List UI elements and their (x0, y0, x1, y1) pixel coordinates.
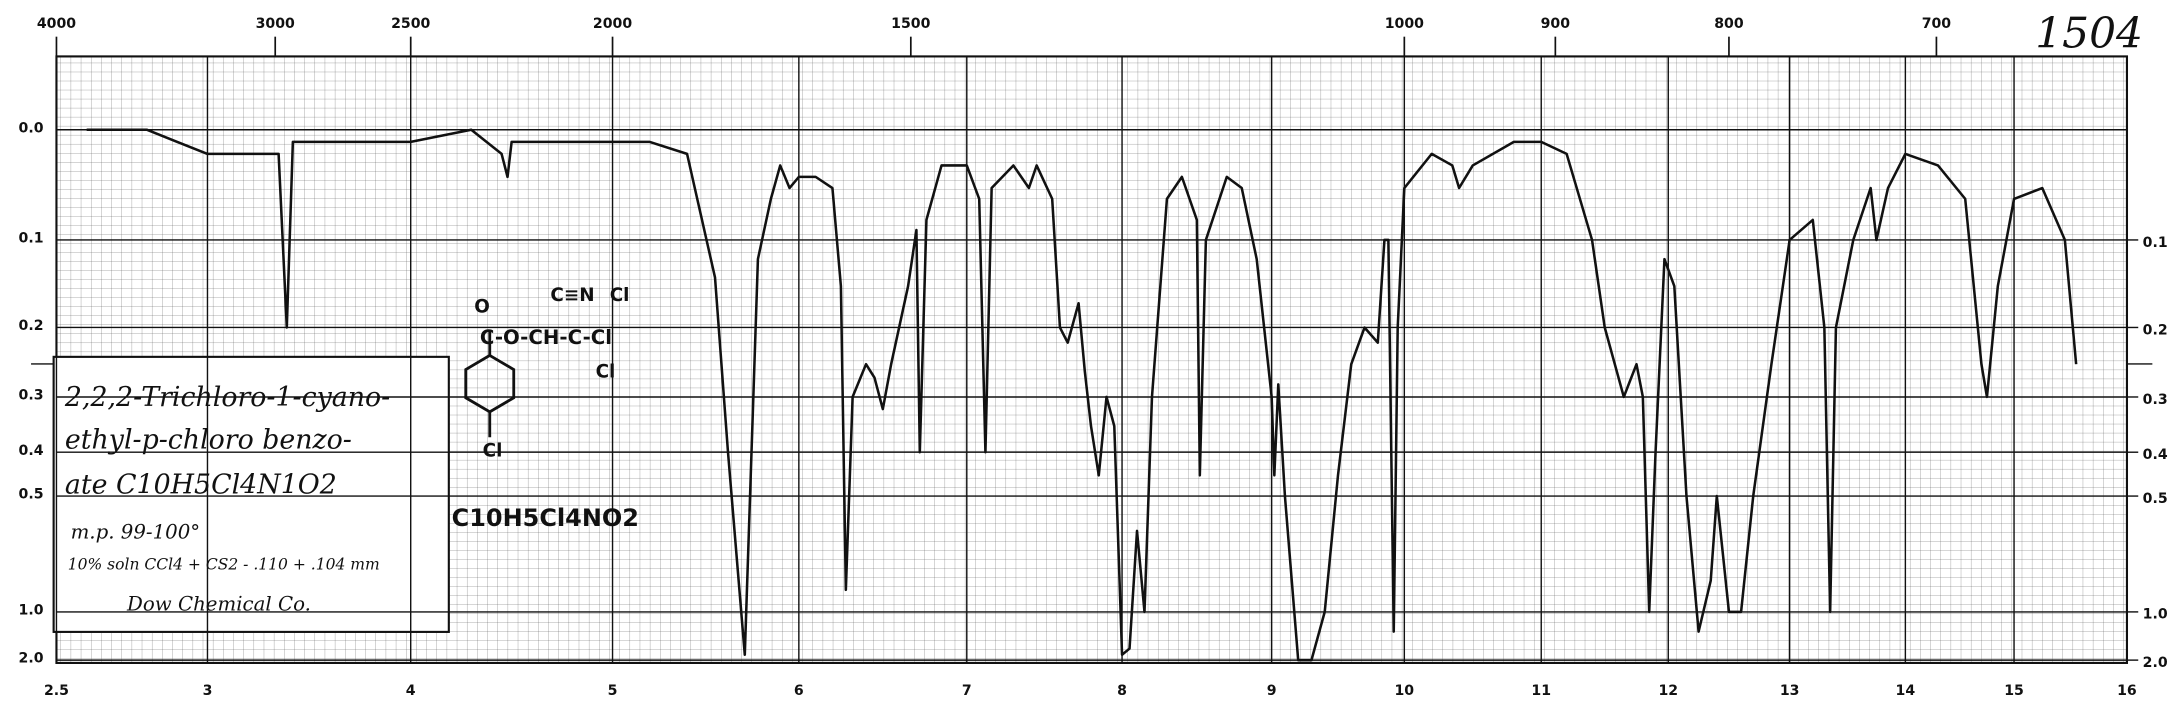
x2-tick-label: 2000 (593, 16, 632, 32)
sheet-number: 1504 (2035, 9, 2143, 58)
x2-tick-label: 900 (1541, 16, 1571, 32)
x-tick-label: 8 (1117, 683, 1127, 699)
x-tick-label: 9 (1267, 683, 1277, 699)
structure-label: Cl (610, 285, 630, 306)
formula: C10H5Cl4NO2 (452, 504, 639, 532)
spectrum-line (86, 128, 2078, 662)
y2-tick-label: 0.1 (2143, 235, 2168, 251)
x-tick-label: 11 (1531, 683, 1551, 699)
structure-label: Cl (483, 440, 503, 461)
x-tick-label: 3 (203, 683, 213, 699)
x2-tick-label: 3000 (256, 16, 295, 32)
note-box (52, 355, 450, 633)
structure: O C-O-CH-C-Cl C≡N Cl Cl Cl (464, 285, 630, 461)
y2-tick-label: 0.2 (2143, 322, 2168, 338)
y-tick-label: 1.0 (19, 602, 44, 618)
x-tick-label: 12 (1658, 683, 1678, 699)
y2-tick-label: 1.0 (2143, 607, 2168, 623)
y-tick-label: 0.1 (19, 231, 44, 247)
y2-tick-label: 2.0 (2143, 655, 2168, 671)
structure-label: C-O-CH-C-Cl (480, 326, 612, 349)
x2-tick-label: 1000 (1385, 16, 1424, 32)
x-tick-label: 2.5 (44, 683, 69, 699)
y2-tick-label: 0.5 (2143, 491, 2168, 507)
x2-tick-label: 1500 (891, 16, 930, 32)
annotation: ethyl-p-chloro benzo- (65, 424, 352, 455)
x2-tick-label: 4000 (37, 16, 76, 32)
x-tick-label: 10 (1395, 683, 1415, 699)
structure-label: Cl (596, 361, 616, 382)
x-tick-label: 15 (2004, 683, 2024, 699)
y-tick-label: 2.0 (19, 651, 44, 667)
x-tick-label: 7 (962, 683, 972, 699)
y2-tick-label: 0.3 (2143, 392, 2168, 408)
x2-tick-label: 700 (1922, 16, 1952, 32)
x2-tick-label: 800 (1714, 16, 1744, 32)
x-tick-label: 4 (406, 683, 416, 699)
x-tick-label: 13 (1780, 683, 1800, 699)
x-tick-label: 16 (2117, 683, 2137, 699)
y-tick-label: 0.3 (19, 388, 44, 404)
x2-tick-label: 2500 (391, 16, 430, 32)
annotation: 10% soln CCl4 + CS2 - .110 + .104 mm (68, 556, 380, 574)
y-tick-label: 0.2 (19, 318, 44, 334)
y-tick-label: 0.4 (19, 443, 44, 459)
y-tick-label: 0.5 (19, 487, 44, 503)
x-tick-label: 14 (1896, 683, 1916, 699)
y-tick-label: 0.0 (19, 120, 44, 136)
structure-label: C≡N (550, 285, 594, 306)
y2-tick-label: 0.4 (2143, 447, 2168, 463)
x-tick-label: 6 (794, 683, 804, 699)
annotation: m.p. 99-100° (71, 521, 201, 544)
annotation: Dow Chemical Co. (126, 593, 311, 616)
x-tick-label: 5 (608, 683, 618, 699)
structure-label: O (474, 296, 490, 317)
